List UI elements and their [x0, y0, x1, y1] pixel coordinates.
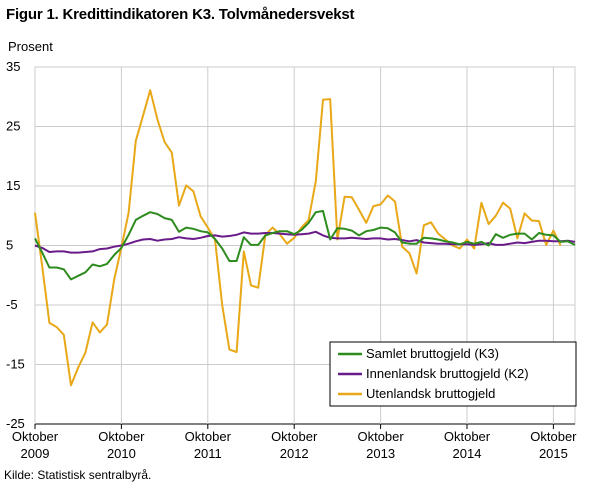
y-axis-label: Prosent — [8, 39, 53, 54]
x-tick-label-year: 2012 — [280, 446, 309, 461]
x-tick-label-month: Oktober — [357, 429, 404, 444]
y-axis-ticks: 35 25 15 5 -5 -15 -25 — [6, 59, 25, 431]
x-tick-label-month: Oktober — [271, 429, 318, 444]
x-tick-label-year: 2009 — [21, 446, 50, 461]
x-tick-label-year: 2011 — [194, 446, 222, 461]
legend-label: Samlet bruttogjeld (K3) — [366, 346, 499, 361]
x-tick-label-year: 2010 — [107, 446, 136, 461]
x-axis-ticks: Oktober 2009 Oktober 2010 Oktober 2011 Oktober… — [12, 429, 577, 461]
source-note: Kilde: Statistisk sentralbyrå. — [4, 468, 152, 482]
chart-title: Figur 1. Kredittindikatoren K3. Tolvmåne… — [6, 6, 355, 23]
series-line-2 — [34, 230, 576, 254]
y-tick-label: 35 — [6, 59, 20, 74]
x-tick-label-year: 2015 — [539, 446, 568, 461]
y-tick-label: -25 — [6, 416, 25, 431]
y-tick-label: -5 — [6, 297, 18, 312]
x-tick-label-month: Oktober — [444, 429, 491, 444]
series-line-3 — [34, 89, 562, 387]
series-lines — [34, 89, 576, 387]
x-tick-label-month: Oktober — [98, 429, 145, 444]
series-line-1 — [34, 210, 576, 281]
legend-label: Innenlandsk bruttogjeld (K2) — [366, 366, 529, 381]
y-tick-label: 5 — [6, 238, 13, 253]
x-tick-label-year: 2013 — [366, 446, 395, 461]
x-tick-label-month: Oktober — [530, 429, 577, 444]
legend-box — [329, 341, 577, 407]
x-tick-label-year: 2014 — [453, 446, 482, 461]
y-tick-label: 15 — [6, 178, 20, 193]
y-tick-label: -15 — [6, 357, 25, 372]
legend: Samlet bruttogjeld (K3) Innenlandsk brutt… — [329, 341, 577, 407]
legend-label: Utenlandsk bruttogjeld — [366, 386, 495, 401]
x-tick-label-month: Oktober — [185, 429, 232, 444]
x-tick-label-month: Oktober — [12, 429, 59, 444]
y-tick-label: 25 — [6, 119, 20, 134]
